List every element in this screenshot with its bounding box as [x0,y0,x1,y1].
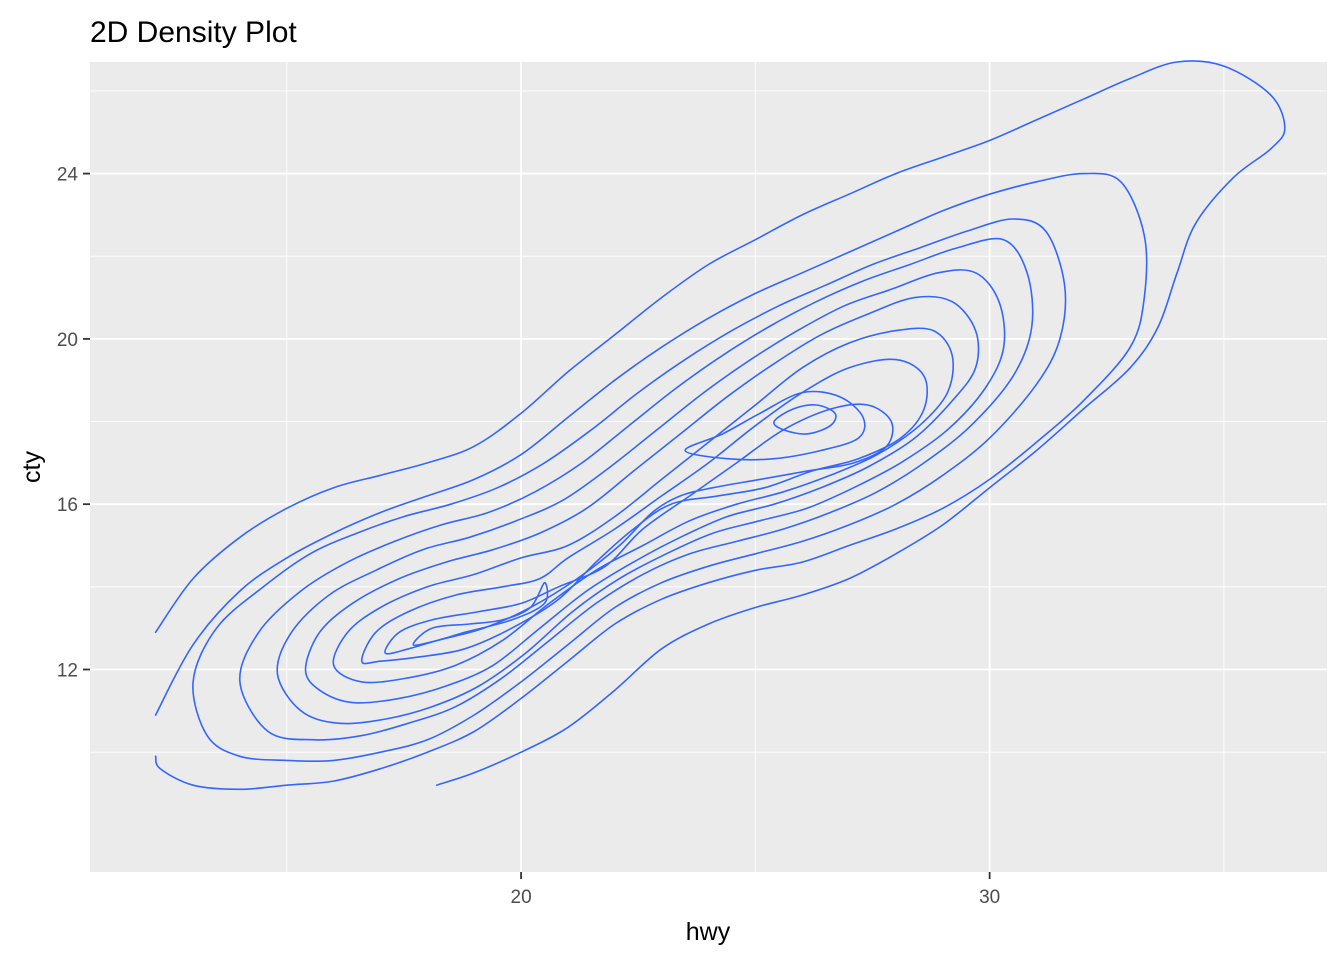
contour-line-level-8 [360,358,929,665]
contour-line-level-11 [684,390,866,461]
axes: 20 30 12 16 20 24 [57,165,1000,908]
y-tick-label: 24 [57,165,79,186]
contour-line-level-6 [304,295,980,704]
y-tick-label: 12 [57,661,78,682]
y-tick-label: 16 [57,495,78,516]
plot-panel [90,62,1327,872]
contour-line-level-9 [384,403,894,655]
contour-line-level-7 [332,327,954,684]
contour-line-level-5 [276,269,1006,725]
contour-line-level-3 [192,218,1067,762]
x-tick-label: 20 [511,887,532,908]
contour-line-level-1 [154,60,1286,786]
contour-line-level-10 [412,581,549,647]
contour-line-level-12 [773,404,837,435]
y-axis-label: cty [18,451,46,483]
y-tick-label: 20 [57,330,78,351]
chart-title: 2D Density Plot [90,16,297,49]
contour-line-level-4 [239,237,1034,741]
x-tick-label: 30 [979,887,1000,908]
x-axis-label: hwy [686,918,731,946]
contour-line-level-2 [154,172,1148,791]
contour-lines [154,60,1286,791]
